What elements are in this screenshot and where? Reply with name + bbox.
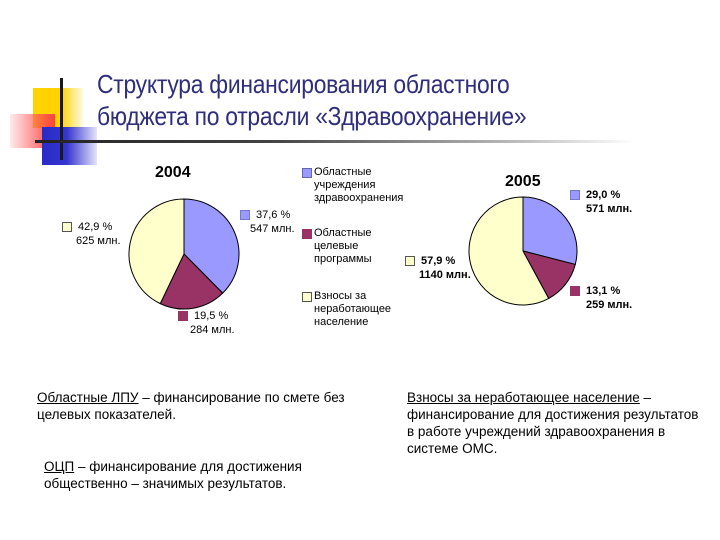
note-ocp-term: ОЦП [44, 459, 75, 474]
legend-swatch [62, 222, 72, 233]
chart-2004-label-institutions: 37,6 % 547 млн. [240, 208, 295, 236]
legend-swatch [240, 210, 250, 221]
chart-2005-label-programs: 13,1 % 259 млн. [570, 284, 632, 312]
pie-chart-2004 [128, 198, 240, 310]
note-ocp: ОЦП – финансирование для достижения обще… [44, 459, 302, 491]
chart-2005-label-institutions: 29,0 % 571 млн. [570, 188, 632, 216]
legend-item-programs: Областные целевые программы [302, 227, 442, 269]
legend-item-institutions: Областные учреждения здравоохранения [302, 166, 442, 208]
title-line-1: Структура финансирования областного [97, 69, 510, 99]
title-line-2: бюджета по отрасли «Здравоохранение» [97, 101, 527, 131]
note-contributions: Взносы за неработающее население – финан… [407, 390, 699, 456]
legend-swatch [570, 286, 580, 297]
pie-slice [468, 196, 550, 306]
title-underline [35, 140, 635, 143]
pie-slice [522, 196, 578, 266]
pie-slice [128, 198, 185, 305]
legend-swatch [302, 168, 312, 178]
chart-2005-title: 2005 [505, 173, 541, 190]
legend-swatch [405, 256, 415, 267]
pie-slice [183, 198, 240, 294]
pie-slice [159, 253, 224, 310]
legend-swatch [302, 292, 312, 302]
chart-2004-label-contributions: 42,9 % 625 млн. [62, 220, 121, 248]
legend-item-contributions: Взносы за неработающее население [302, 290, 442, 332]
legend-swatch [570, 190, 580, 201]
note-lpu: Областные ЛПУ – финансирование по смете … [37, 390, 345, 422]
note-lpu-term: Областные ЛПУ [37, 390, 139, 405]
logo-vertical-line [60, 78, 63, 160]
legend-swatch [178, 311, 188, 322]
pie-chart-2005 [468, 196, 578, 306]
note-contributions-term: Взносы за неработающее население [407, 390, 640, 405]
chart-2005-label-contributions: 57,9 % 1140 млн. [405, 254, 471, 282]
legend-swatch [302, 229, 312, 239]
chart-2004-label-programs: 19,5 % 284 млн. [178, 309, 235, 337]
page-title: Структура финансирования областного бюдж… [97, 68, 625, 132]
logo-blue-square [42, 127, 97, 165]
chart-2004-title: 2004 [155, 164, 191, 181]
